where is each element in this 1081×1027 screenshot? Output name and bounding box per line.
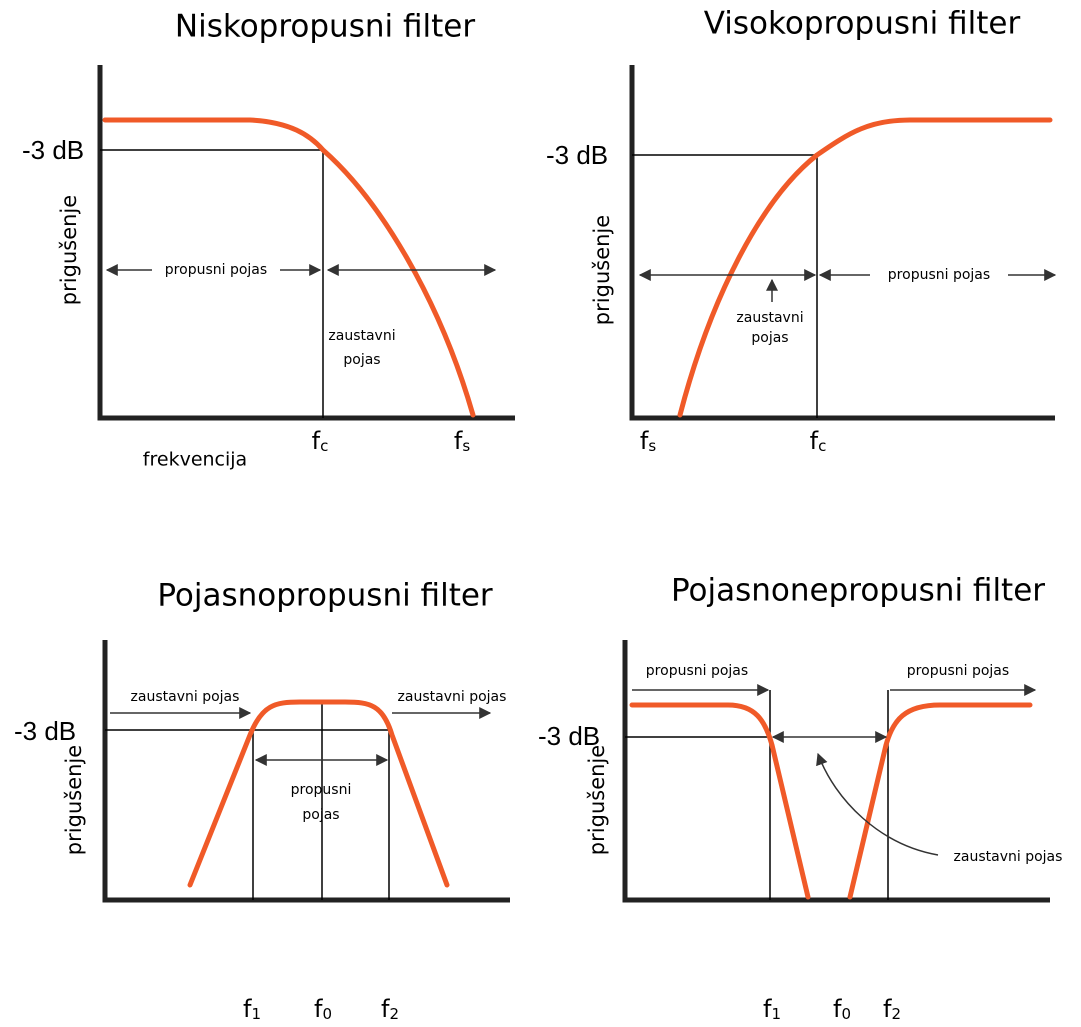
- title: Visokopropusni filter: [704, 6, 1021, 42]
- pass-label: propusni pojas: [165, 262, 267, 278]
- stop-label: pojas: [751, 330, 788, 346]
- curve: [187, 699, 450, 888]
- panel-bandpass: Pojasnopropusni filter -3 dB prigušenje …: [14, 578, 510, 1023]
- marker: fc: [810, 427, 827, 455]
- pass-label: propusni pojas: [888, 267, 990, 283]
- ylabel: prigušenje: [585, 745, 609, 855]
- level: -3 dB: [538, 721, 600, 751]
- level: -3 dB: [22, 135, 84, 165]
- title: Pojasnonepropusni filter: [671, 573, 1045, 609]
- ylabel: prigušenje: [57, 195, 81, 305]
- ylabel: prigušenje: [590, 215, 614, 325]
- panel-bandstop: Pojasnonepropusni filter -3 dB prigušenj…: [538, 573, 1062, 1024]
- title: Niskopropusni filter: [175, 9, 475, 45]
- pass-label: propusni: [291, 782, 352, 798]
- panel-highpass: Visokopropusni filter -3 dB prigušenje p…: [546, 6, 1055, 455]
- marker: f2: [883, 995, 901, 1023]
- pass-label: propusni pojas: [907, 663, 1009, 679]
- arrow: [816, 752, 939, 856]
- axes: [629, 65, 1055, 421]
- level: -3 dB: [546, 140, 608, 170]
- stop-label: zaustavni: [736, 310, 803, 326]
- axes: [622, 640, 1050, 903]
- pass-label: propusni pojas: [646, 663, 748, 679]
- marker: fs: [640, 427, 656, 455]
- marker: f0: [314, 995, 332, 1023]
- title: Pojasnopropusni filter: [157, 578, 493, 614]
- curve: [677, 117, 1053, 418]
- level: -3 dB: [14, 716, 76, 746]
- cutoff-lines: [625, 690, 889, 900]
- cutoff-lines: [105, 702, 390, 900]
- stop-label: zaustavni pojas: [398, 689, 507, 705]
- marker: f1: [763, 995, 781, 1023]
- curve: [629, 702, 1033, 900]
- axes: [102, 640, 510, 903]
- curve: [102, 117, 476, 418]
- xlabel: frekvencija: [143, 449, 247, 471]
- stop-label: pojas: [343, 352, 380, 368]
- cutoff-lines: [100, 149, 324, 418]
- stop-label: zaustavni: [328, 328, 395, 344]
- marker: f1: [243, 995, 261, 1023]
- stop-label: zaustavni pojas: [131, 689, 240, 705]
- marker: fs: [454, 427, 470, 455]
- marker: f0: [833, 995, 851, 1023]
- panel-lowpass: Niskopropusni filter -3 dB prigušenje pr…: [22, 9, 515, 471]
- marker: f2: [381, 995, 399, 1023]
- stop-label: zaustavni pojas: [954, 849, 1063, 865]
- axes: [97, 65, 515, 421]
- ylabel: prigušenje: [62, 745, 86, 855]
- pass-label: pojas: [302, 807, 339, 823]
- marker: fc: [312, 427, 329, 455]
